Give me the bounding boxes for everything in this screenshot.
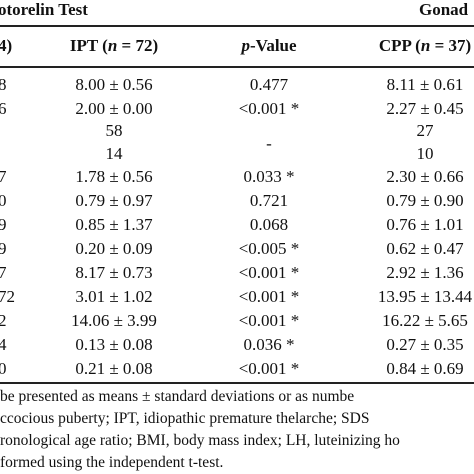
table-cell-c0: 7: [0, 263, 7, 282]
table-cell-c0: 7: [0, 167, 7, 186]
table-cell-pvalue: 0.477: [249, 75, 289, 94]
pvalue-header-suffix: -Value: [249, 36, 297, 55]
table-cell-ipt: 0.20 ± 0.09: [75, 239, 153, 258]
table-cell-pvalue: <0.005 *: [238, 239, 300, 258]
table-cell-cpp: 13.95 ± 13.44: [377, 287, 473, 306]
table-cell-c0: 9: [0, 215, 7, 234]
table-cell-cpp: 10: [416, 144, 434, 163]
cpp-header-prefix: CPP (: [378, 36, 421, 55]
table-cell-pvalue: <0.001 *: [238, 263, 300, 282]
footnote-test-text: formed using the independent t-test.: [0, 454, 224, 471]
table-cell-ipt: 3.01 ± 1.02: [75, 287, 153, 306]
table-cell-cpp: 16.22 ± 5.65: [382, 311, 468, 330]
ipt-header-n: n: [107, 36, 118, 55]
group-header-right: Gonad: [419, 0, 469, 19]
table-cell-cpp: 27: [416, 121, 434, 140]
table-cell-ipt: 8.00 ± 0.56: [75, 75, 153, 94]
table-cell-c0: 4: [0, 335, 7, 354]
table-cell-c0: 2: [0, 311, 7, 330]
table-cell-pvalue: 0.721: [249, 191, 289, 210]
table-cell-ipt: 0.85 ± 1.37: [75, 215, 153, 234]
table-cell-pvalue: 0.068: [249, 215, 289, 234]
table-cell-ipt: 0.21 ± 0.08: [75, 359, 153, 378]
table-cell-ipt: 0.79 ± 0.97: [75, 191, 153, 210]
table-footnote-line: be presented as means ± standard deviati…: [0, 388, 355, 405]
column-header-0: 4): [0, 36, 13, 55]
table-cell-pvalue: 0.033 *: [243, 167, 295, 186]
table-cell-cpp: 2.30 ± 0.66: [386, 167, 464, 186]
table-cell-ipt: 8.17 ± 0.73: [75, 263, 153, 282]
table-cell-cpp: 2.92 ± 1.36: [386, 263, 464, 282]
table-cell-ipt: 0.13 ± 0.08: [75, 335, 153, 354]
pvalue-header-p: p: [241, 36, 250, 55]
table-cell-pvalue: <0.001 *: [238, 99, 300, 118]
cpp-header-n: n: [420, 36, 431, 55]
table-bottom-rule: [0, 382, 474, 384]
table-cell-ipt: 2.00 ± 0.00: [75, 99, 153, 118]
column-header-cpp: CPP (n = 37): [350, 36, 474, 56]
table-cell-cpp: 0.27 ± 0.35: [386, 335, 464, 354]
table-footnote-line: formed using the independent t-test.: [0, 452, 223, 474]
table-cell-c0: 9: [0, 239, 7, 258]
table-cell-cpp: 8.11 ± 0.61: [386, 75, 464, 94]
table-cell-pvalue: <0.001 *: [238, 311, 300, 330]
table-cell-ipt: 14.06 ± 3.99: [71, 311, 157, 330]
ipt-header-suffix: = 72): [117, 36, 159, 55]
table-cell-c0: 8: [0, 75, 7, 94]
group-header-left: otorelin Test: [0, 0, 88, 19]
column-header-pvalue: p-Value: [204, 36, 334, 56]
table-cell-c0: 6: [0, 99, 7, 118]
table-cell-c0: 0: [0, 191, 7, 210]
table-cell-pvalue: -: [266, 134, 272, 153]
table-cell-cpp: 0.62 ± 0.47: [386, 239, 464, 258]
header-rule-top: [0, 25, 474, 27]
table-cell-cpp: 0.76 ± 1.01: [386, 215, 464, 234]
column-header-ipt: IPT (n = 72): [44, 36, 184, 56]
table-cell-cpp: 0.79 ± 0.90: [386, 191, 464, 210]
table-cell-c0: 0: [0, 359, 7, 378]
table-footnote-line: ccocious puberty; IPT, idiopathic premat…: [0, 410, 370, 427]
table-cell-pvalue: 0.036 *: [243, 335, 295, 354]
table-cell-ipt: 14: [105, 144, 123, 163]
table-footnote-line: ronological age ratio; BMI, body mass in…: [0, 432, 400, 449]
table-cell-pvalue: <0.001 *: [238, 359, 300, 378]
table-cell-pvalue: <0.001 *: [238, 287, 300, 306]
table-cell-cpp: 2.27 ± 0.45: [386, 99, 464, 118]
table-cell-c0: 72: [0, 287, 15, 306]
table-cell-cpp: 0.84 ± 0.69: [386, 359, 464, 378]
cpp-header-suffix: = 37): [430, 36, 472, 55]
table-cell-ipt: 58: [105, 121, 123, 140]
table-cell-ipt: 1.78 ± 0.56: [75, 167, 153, 186]
ipt-header-prefix: IPT (: [69, 36, 108, 55]
header-rule-bottom: [0, 66, 474, 68]
